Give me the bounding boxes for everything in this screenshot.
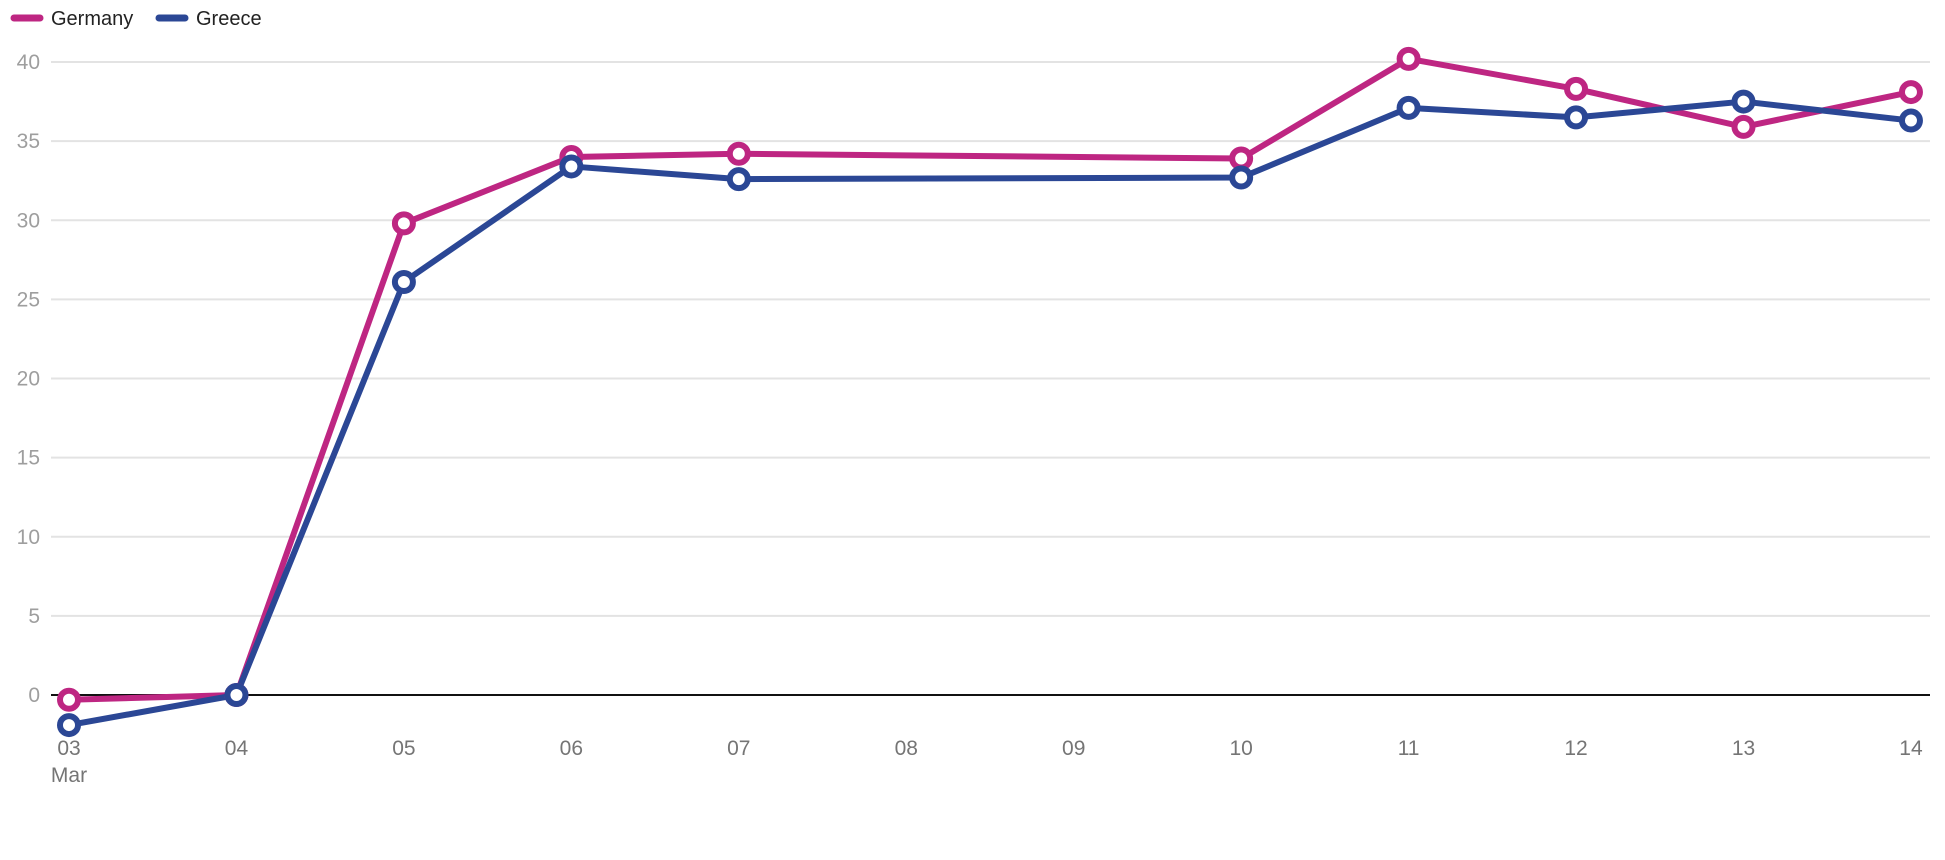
x-tick-label: 10 (1229, 737, 1252, 760)
legend-label-germany: Germany (51, 8, 133, 30)
data-point-greece (224, 683, 249, 707)
y-tick-label: 5 (28, 605, 40, 628)
y-tick-label: 15 (17, 447, 40, 470)
x-tick-label: 12 (1564, 737, 1587, 760)
series-layer (57, 46, 1923, 738)
legend: Germany Greece (10, 8, 262, 30)
y-tick-label: 25 (17, 288, 40, 311)
data-point-germany (726, 141, 751, 166)
x-tick-label: 06 (560, 737, 583, 760)
x-tick-label: 08 (895, 737, 918, 760)
data-point-greece (1731, 89, 1756, 114)
data-point-germany (57, 687, 81, 712)
x-tick-label: 09 (1062, 737, 1085, 760)
y-tick-label: 10 (17, 526, 40, 549)
x-tick-label: 04 (225, 737, 249, 760)
data-point-greece (1564, 105, 1589, 130)
x-tick-label: 13 (1732, 737, 1755, 760)
data-point-greece (1229, 165, 1254, 190)
y-tick-label: 40 (17, 51, 40, 74)
y-axis: 0 5 10 15 20 25 30 35 40 (17, 51, 40, 707)
data-point-greece (1898, 108, 1923, 133)
data-point-germany (1396, 46, 1421, 71)
data-point-germany (391, 211, 416, 236)
data-point-greece (559, 154, 584, 179)
data-point-greece (1396, 95, 1421, 120)
x-tick-label: 14 (1899, 737, 1923, 760)
y-tick-label: 30 (17, 209, 40, 232)
x-axis: 03 04 05 06 07 08 09 10 11 12 13 14 Mar (51, 737, 1923, 787)
data-point-germany (1564, 76, 1589, 101)
data-point-greece (57, 713, 81, 738)
series-line-greece (68, 98, 1912, 729)
x-tick-label: 03 (57, 737, 80, 760)
data-point-germany (1229, 146, 1254, 171)
y-tick-label: 20 (17, 368, 40, 391)
y-tick-label: 35 (17, 130, 40, 153)
x-tick-label: 05 (392, 737, 415, 760)
legend-label-greece: Greece (196, 8, 262, 30)
y-tick-label: 0 (28, 684, 40, 707)
x-tick-label: 07 (727, 737, 750, 760)
x-month-label: Mar (51, 764, 87, 787)
data-point-germany (1898, 80, 1923, 105)
x-tick-label: 11 (1398, 737, 1420, 760)
data-point-germany (1731, 114, 1756, 139)
data-point-greece (391, 269, 416, 294)
data-point-greece (726, 167, 751, 192)
